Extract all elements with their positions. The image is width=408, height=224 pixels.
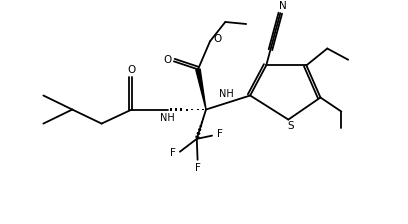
Text: O: O [213,34,222,44]
Text: F: F [217,129,223,139]
Polygon shape [196,69,206,110]
Text: O: O [128,65,136,75]
Text: O: O [163,55,171,65]
Text: S: S [288,121,295,131]
Text: F: F [170,148,175,158]
Text: F: F [195,163,200,173]
Text: NH: NH [219,89,233,99]
Text: N: N [279,0,286,11]
Text: NH: NH [160,113,175,123]
